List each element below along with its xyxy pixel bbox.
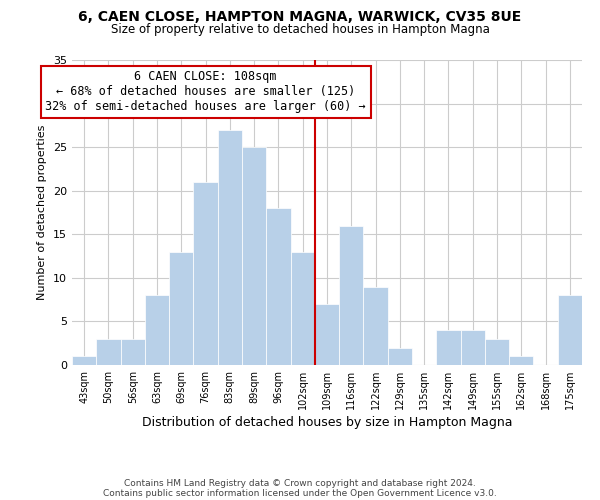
Text: 6 CAEN CLOSE: 108sqm
← 68% of detached houses are smaller (125)
32% of semi-deta: 6 CAEN CLOSE: 108sqm ← 68% of detached h…	[45, 70, 366, 114]
Text: Size of property relative to detached houses in Hampton Magna: Size of property relative to detached ho…	[110, 22, 490, 36]
Bar	[121, 339, 145, 365]
Bar	[193, 182, 218, 365]
Bar	[388, 348, 412, 365]
Bar	[339, 226, 364, 365]
Bar	[364, 286, 388, 365]
Bar	[242, 147, 266, 365]
Text: Contains HM Land Registry data © Crown copyright and database right 2024.: Contains HM Land Registry data © Crown c…	[124, 478, 476, 488]
Bar	[290, 252, 315, 365]
Bar	[485, 339, 509, 365]
Bar	[96, 339, 121, 365]
Bar	[558, 296, 582, 365]
Bar	[315, 304, 339, 365]
Text: 6, CAEN CLOSE, HAMPTON MAGNA, WARWICK, CV35 8UE: 6, CAEN CLOSE, HAMPTON MAGNA, WARWICK, C…	[79, 10, 521, 24]
Bar	[169, 252, 193, 365]
Bar	[436, 330, 461, 365]
Text: Contains public sector information licensed under the Open Government Licence v3: Contains public sector information licen…	[103, 488, 497, 498]
Bar	[72, 356, 96, 365]
Bar	[266, 208, 290, 365]
Bar	[509, 356, 533, 365]
Bar	[218, 130, 242, 365]
X-axis label: Distribution of detached houses by size in Hampton Magna: Distribution of detached houses by size …	[142, 416, 512, 429]
Bar	[145, 296, 169, 365]
Y-axis label: Number of detached properties: Number of detached properties	[37, 125, 47, 300]
Bar	[461, 330, 485, 365]
